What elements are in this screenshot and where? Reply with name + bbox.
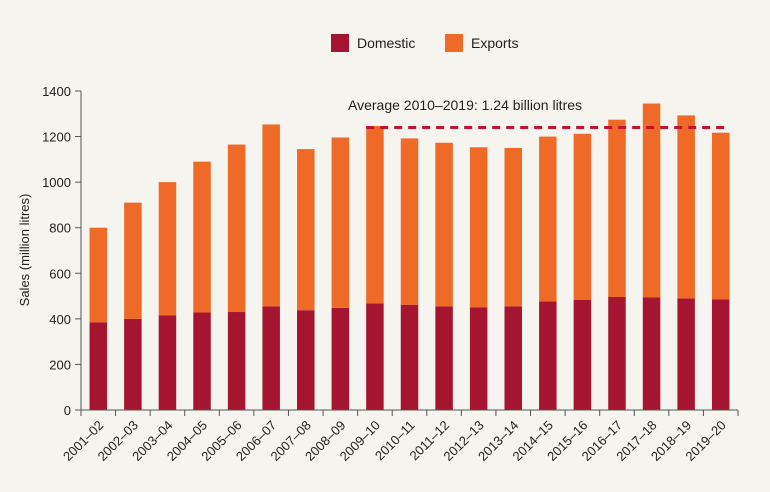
bar-domestic — [711, 299, 730, 410]
y-tick-label: 1200 — [42, 130, 71, 145]
bar-exports — [400, 138, 419, 305]
bars — [89, 103, 730, 410]
bar-exports — [366, 126, 384, 304]
bar-exports — [539, 136, 557, 302]
legend-label-domestic: Domestic — [357, 35, 415, 51]
average-annotation-text: Average 2010–2019: 1.24 billion litres — [348, 97, 582, 113]
bar-exports — [124, 202, 142, 319]
bar-domestic — [193, 312, 211, 410]
legend-swatch-exports — [445, 34, 463, 52]
bar-exports — [573, 133, 592, 300]
bar-exports — [469, 147, 488, 308]
bar-domestic — [539, 301, 557, 410]
average-annotation: Average 2010–2019: 1.24 billion litres — [348, 97, 726, 129]
bar-domestic — [227, 312, 246, 410]
bar-domestic — [297, 310, 315, 410]
bar-exports — [227, 144, 246, 313]
bar-exports — [331, 137, 350, 308]
bar-domestic — [642, 297, 661, 410]
bar-domestic — [573, 299, 592, 410]
bar-exports — [608, 119, 626, 297]
bar-exports — [677, 115, 695, 299]
bar-exports — [89, 227, 108, 323]
y-tick-label: 0 — [64, 403, 71, 418]
bar-exports — [158, 182, 177, 316]
bar-domestic — [124, 318, 142, 410]
bar-domestic — [677, 298, 695, 410]
legend-swatch-domestic — [331, 34, 349, 52]
bar-exports — [642, 103, 661, 298]
y-axis: 0 200 400 600 800 1000 1200 1400 — [42, 84, 82, 418]
y-tick-label: 400 — [49, 312, 71, 327]
bar-domestic — [262, 306, 280, 410]
y-tick-label: 1400 — [42, 84, 71, 99]
bar-exports — [193, 161, 211, 313]
x-axis: 2001–022002–032003–042004–052005–062006–… — [60, 409, 739, 464]
y-axis-title: Sales (million litres) — [17, 194, 32, 307]
bar-exports — [262, 124, 280, 307]
bar-exports — [297, 149, 315, 311]
bar-domestic — [158, 315, 177, 410]
bar-domestic — [435, 306, 453, 410]
bar-exports — [711, 132, 730, 300]
y-tick-label: 200 — [49, 357, 71, 372]
bar-domestic — [469, 307, 488, 410]
legend: Domestic Exports — [331, 34, 518, 52]
legend-label-exports: Exports — [471, 35, 518, 51]
y-tick-label: 600 — [49, 266, 71, 281]
bar-domestic — [608, 296, 626, 410]
bar-exports — [504, 147, 522, 307]
bar-domestic — [504, 306, 522, 410]
bar-domestic — [366, 303, 384, 410]
bar-domestic — [331, 307, 350, 410]
bar-domestic — [89, 322, 108, 410]
bar-domestic — [400, 304, 419, 410]
bar-exports — [435, 142, 453, 307]
y-tick-label: 800 — [49, 221, 71, 236]
y-tick-label: 1000 — [42, 175, 71, 190]
